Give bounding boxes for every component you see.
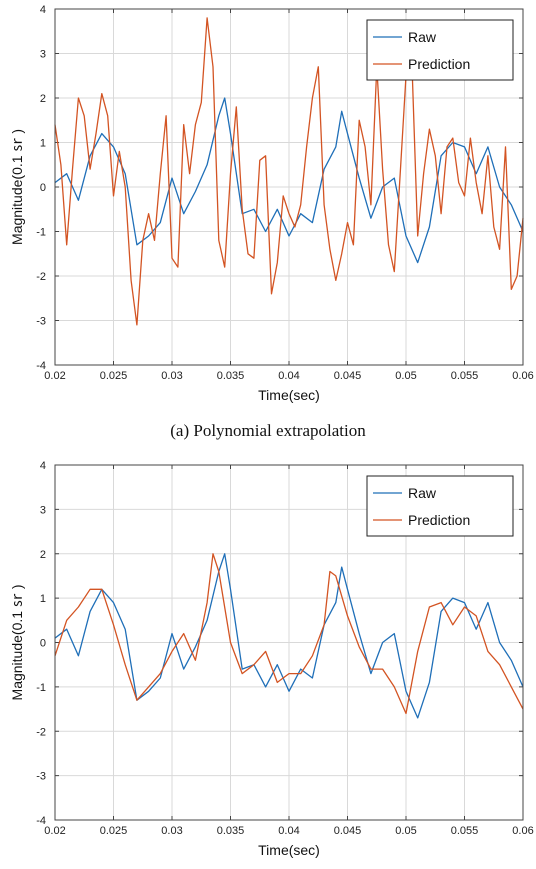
- y-tick-label: 4: [40, 460, 46, 472]
- series-line-raw: [54, 97, 524, 264]
- x-tick-label: 0.035: [217, 825, 245, 837]
- plot-frame: [54, 464, 524, 821]
- y-tick-label: 1: [40, 593, 46, 605]
- y-tick-label: 3: [40, 504, 46, 516]
- x-tick-label: 0.06: [512, 825, 533, 837]
- y-tick-label: 0: [40, 182, 46, 194]
- x-tick-label: 0.035: [217, 370, 245, 382]
- plot-frame: [54, 8, 524, 366]
- chart-a: 0.02 0.025 0.03 0.035 0.04 0.045 0.05 0.055 0.06…: [9, 4, 534, 403]
- y-tick-label: 4: [40, 4, 46, 16]
- y-tick-label: 1: [40, 138, 46, 150]
- x-tick-label: 0.05: [395, 825, 416, 837]
- x-tick-label: 0.025: [100, 370, 128, 382]
- y-axis-label: Magnitude(0.1 ㏛ ): [9, 585, 25, 701]
- y-tick-label: 0: [40, 638, 46, 650]
- y-tick-label: -3: [36, 771, 46, 783]
- x-tick-label: 0.04: [278, 825, 299, 837]
- x-axis-label: Time(sec): [258, 842, 320, 858]
- y-tick-label: 2: [40, 549, 46, 561]
- x-tick-label: 0.02: [44, 825, 65, 837]
- y-axis-label: Magnitude(0.1 ㏛ ): [9, 129, 25, 245]
- chart-b: 0.02 0.025 0.03 0.035 0.04 0.045 0.05 0.055 0.06…: [9, 460, 534, 858]
- x-tick-label: 0.04: [278, 370, 299, 382]
- legend-label-prediction: Prediction: [408, 512, 470, 528]
- legend-box: [366, 475, 514, 537]
- x-tick-label: 0.02: [44, 370, 65, 382]
- series-line-prediction: [54, 17, 524, 326]
- y-tick-label: -1: [36, 682, 46, 694]
- y-tick-label: -4: [36, 815, 46, 827]
- legend-label-prediction: Prediction: [408, 56, 470, 72]
- x-tick-label: 0.045: [334, 825, 362, 837]
- x-tick-label: 0.055: [451, 370, 479, 382]
- x-tick-label: 0.05: [395, 370, 416, 382]
- y-tick-label: -2: [36, 271, 46, 283]
- x-tick-label: 0.055: [451, 825, 479, 837]
- series-line-prediction: [54, 553, 524, 715]
- y-tick-label: 3: [40, 49, 46, 61]
- x-tick-label: 0.025: [100, 825, 128, 837]
- x-tick-label: 0.03: [161, 825, 182, 837]
- legend-box: [366, 19, 514, 81]
- x-axis-label: Time(sec): [258, 387, 320, 403]
- x-tick-label: 0.06: [512, 370, 533, 382]
- y-tick-label: 2: [40, 93, 46, 105]
- legend-label-raw: Raw: [408, 485, 437, 501]
- y-tick-label: -1: [36, 227, 46, 239]
- y-tick-label: -3: [36, 316, 46, 328]
- y-tick-label: -2: [36, 726, 46, 738]
- x-tick-label: 0.03: [161, 370, 182, 382]
- caption-a: (a) Polynomial extrapolation: [170, 421, 366, 440]
- x-tick-label: 0.045: [334, 370, 362, 382]
- y-tick-label: -4: [36, 360, 46, 372]
- legend-label-raw: Raw: [408, 29, 437, 45]
